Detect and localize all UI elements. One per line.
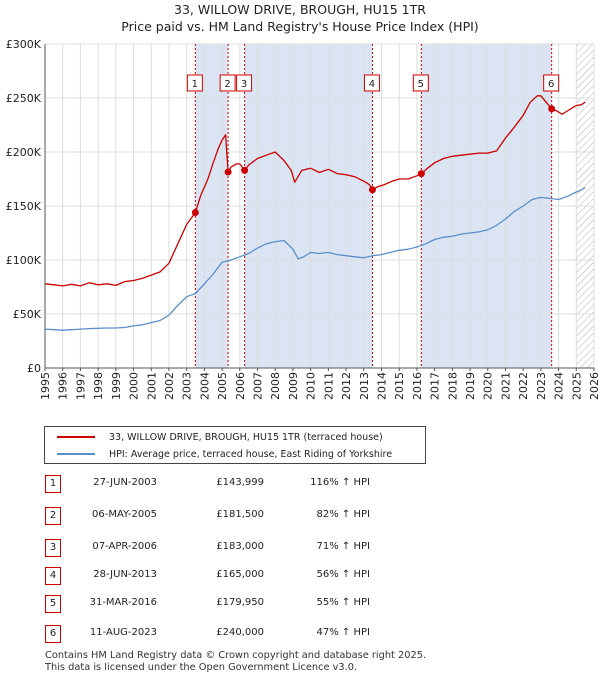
x-tick-label: 2003 <box>181 372 194 400</box>
x-tick-label: 2021 <box>499 372 512 400</box>
sale-label: 3 <box>241 79 247 90</box>
x-tick-label: 2009 <box>287 372 300 400</box>
x-tick-label: 1996 <box>57 372 70 400</box>
legend-item-hpi: HPI: Average price, terraced house, East… <box>45 446 392 462</box>
y-tick-label: £300K <box>6 38 42 51</box>
sale-label-box <box>412 74 429 92</box>
sale-label: 2 <box>224 79 230 90</box>
sale-label: 5 <box>418 79 424 90</box>
transaction-price: £165,000 <box>216 569 264 580</box>
transaction-date: 28-JUN-2013 <box>93 569 157 580</box>
y-tick-label: £50K <box>13 308 42 321</box>
transaction-hpi-change: 71% ↑ HPI <box>316 541 370 552</box>
sale-point <box>368 186 376 194</box>
x-tick-label: 2020 <box>482 372 495 400</box>
x-tick-label: 2018 <box>446 372 459 400</box>
x-tick-label: 2005 <box>216 372 229 400</box>
transaction-hpi-change: 56% ↑ HPI <box>316 569 370 580</box>
x-tick-label: 2008 <box>269 372 282 400</box>
transaction-price: £240,000 <box>216 627 264 638</box>
title-line-2: Price paid vs. HM Land Registry's House … <box>121 19 479 34</box>
legend-label-hpi: HPI: Average price, terraced house, East… <box>109 448 393 460</box>
chart-title: 33, WILLOW DRIVE, BROUGH, HU15 1TR Price… <box>0 1 600 35</box>
chart-legend: 33, WILLOW DRIVE, BROUGH, HU15 1TR (terr… <box>44 426 426 464</box>
legend-swatch-hpi <box>57 453 95 455</box>
x-tick-label: 2019 <box>464 372 477 400</box>
transaction-hpi-change: 82% ↑ HPI <box>316 509 370 520</box>
x-tick-label: 2007 <box>252 372 265 400</box>
sale-label-box <box>363 74 380 92</box>
footer-line-1: Contains HM Land Registry data © Crown c… <box>45 650 427 661</box>
legend-label-property: 33, WILLOW DRIVE, BROUGH, HU15 1TR (terr… <box>109 431 383 443</box>
title-line-1: 33, WILLOW DRIVE, BROUGH, HU15 1TR <box>174 2 426 17</box>
x-tick-label: 2002 <box>163 372 176 400</box>
sale-point <box>548 105 556 113</box>
transaction-price: £179,950 <box>216 597 264 608</box>
legend-swatch-property <box>57 436 95 438</box>
transaction-date: 31-MAR-2016 <box>89 597 157 608</box>
x-tick-label: 2014 <box>375 372 388 400</box>
sale-label: 6 <box>548 79 554 90</box>
sale-label-box <box>543 74 560 92</box>
sale-label-box <box>219 74 236 92</box>
transaction-date: 27-JUN-2003 <box>93 477 157 488</box>
x-tick-label: 2010 <box>305 372 318 400</box>
transaction-number: 3 <box>45 539 61 557</box>
y-tick-label: £150K <box>6 200 42 213</box>
transaction-number: 1 <box>45 475 61 493</box>
transaction-hpi-change: 55% ↑ HPI <box>316 597 370 608</box>
x-tick-label: 2023 <box>535 372 548 400</box>
sale-point <box>417 170 425 178</box>
transaction-date: 07-APR-2006 <box>92 541 157 552</box>
x-tick-label: 2004 <box>198 372 211 400</box>
y-tick-label: £100K <box>6 254 42 267</box>
x-tick-label: 1997 <box>74 372 87 400</box>
transaction-price: £143,999 <box>216 477 264 488</box>
x-tick-label: 2024 <box>553 372 566 400</box>
sale-point <box>241 166 249 174</box>
x-tick-label: 2000 <box>128 372 141 400</box>
x-tick-label: 2011 <box>322 372 335 400</box>
hpi-line <box>44 187 586 331</box>
x-tick-label: 2026 <box>588 372 600 400</box>
x-tick-label: 2001 <box>145 372 158 400</box>
property-price-line <box>44 95 586 287</box>
x-tick-label: 1995 <box>39 372 52 400</box>
y-tick-label: £0 <box>27 362 41 375</box>
x-tick-label: 2022 <box>517 372 530 400</box>
sale-point <box>191 208 199 216</box>
transaction-number: 5 <box>45 595 61 613</box>
x-tick-label: 2006 <box>234 372 247 400</box>
x-tick-label: 2013 <box>358 372 371 400</box>
x-tick-label: 2016 <box>411 372 424 400</box>
y-tick-label: £200K <box>6 146 42 159</box>
x-tick-label: 2012 <box>340 372 353 400</box>
x-tick-label: 2025 <box>570 372 583 400</box>
transaction-number: 6 <box>45 625 61 643</box>
transaction-date: 11-AUG-2023 <box>89 627 157 638</box>
y-tick-label: £250K <box>6 92 42 105</box>
footer-line-2: This data is licensed under the Open Gov… <box>45 662 358 673</box>
sale-label-box <box>186 74 203 92</box>
transaction-price: £181,500 <box>216 509 264 520</box>
transaction-number: 2 <box>45 507 61 525</box>
footer-attribution: Contains HM Land Registry data © Crown c… <box>45 650 426 674</box>
transaction-price: £183,000 <box>216 541 264 552</box>
sale-label: 1 <box>192 79 198 90</box>
transaction-number: 4 <box>45 567 61 585</box>
x-tick-label: 2015 <box>393 372 406 400</box>
x-tick-label: 2017 <box>429 372 442 400</box>
transaction-hpi-change: 116% ↑ HPI <box>310 477 370 488</box>
x-tick-label: 1998 <box>92 372 105 400</box>
sale-point <box>224 168 232 176</box>
transaction-date: 06-MAY-2005 <box>91 509 157 520</box>
legend-item-property: 33, WILLOW DRIVE, BROUGH, HU15 1TR (terr… <box>45 429 383 445</box>
transaction-hpi-change: 47% ↑ HPI <box>316 627 370 638</box>
sale-label-box <box>236 74 253 92</box>
x-tick-label: 1999 <box>110 372 123 400</box>
sale-label: 4 <box>369 79 375 90</box>
